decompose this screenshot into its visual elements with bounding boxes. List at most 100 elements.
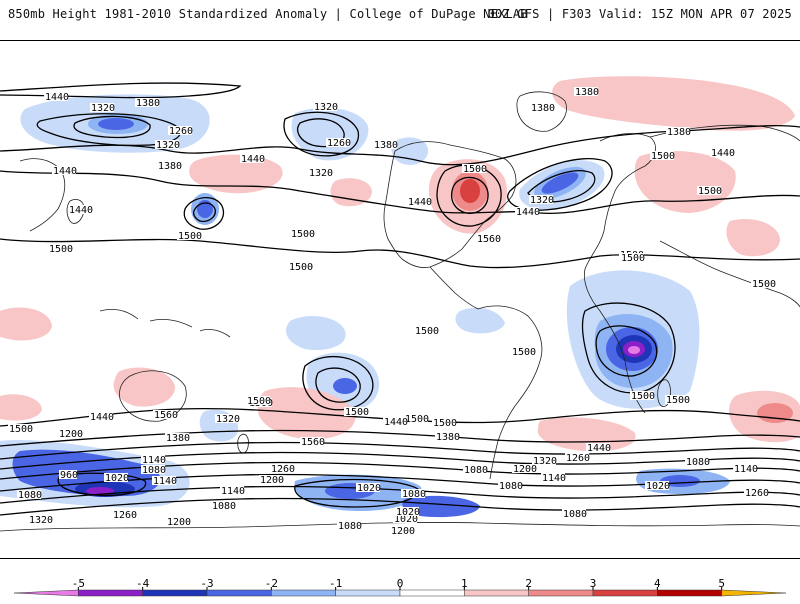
contour-label: 1320: [155, 140, 180, 151]
map-canvas: 1440 1320 1380 1260 1320 1320 1260 1380 …: [0, 41, 800, 558]
pos-anomaly-arctic: [552, 76, 795, 131]
svg-text:1440: 1440: [90, 412, 114, 423]
contour-label: 1500: [246, 396, 271, 407]
contour-label: 1500: [404, 414, 429, 425]
svg-text:1080: 1080: [402, 489, 426, 500]
svg-text:1320: 1320: [156, 140, 180, 151]
coast-japan: [66, 199, 85, 224]
contour-label: 1440: [710, 148, 735, 159]
svg-text:1500: 1500: [289, 262, 313, 273]
contour-label: 1200: [259, 475, 284, 486]
svg-text:1380: 1380: [531, 103, 555, 114]
coastlines: [0, 91, 800, 532]
contour-1440-safrica: [595, 325, 658, 377]
legend-swatch: [399, 589, 465, 597]
contour-label: 1080: [211, 501, 236, 512]
svg-text:1440: 1440: [384, 417, 408, 428]
legend-tick-label: 1: [461, 577, 468, 590]
svg-text:1380: 1380: [374, 140, 398, 151]
svg-text:1080: 1080: [464, 465, 488, 476]
contour-label: 1260: [168, 126, 193, 137]
contour-label: 1020: [356, 483, 381, 494]
svg-text:1500: 1500: [415, 326, 439, 337]
contour-1560-conus: [450, 176, 489, 214]
svg-text:1260: 1260: [566, 453, 590, 464]
coast-east-asia: [19, 158, 66, 232]
contour-label: 1440: [89, 412, 114, 423]
contour-label: 1380: [135, 98, 160, 109]
legend-swatch: [142, 589, 208, 597]
svg-text:1560: 1560: [477, 234, 501, 245]
contour-1500-safrica: [581, 302, 676, 394]
contour-label: 1140: [152, 476, 177, 487]
svg-text:1200: 1200: [260, 475, 284, 486]
contour-label: 1260: [744, 488, 769, 499]
contour-label: 1320: [215, 414, 240, 425]
contour-label: 1500: [665, 395, 690, 406]
contour-label: 1080: [337, 521, 362, 532]
contour-label: 1080: [141, 465, 166, 476]
contour-1260-north: [73, 115, 151, 139]
contour-labels: 1440 1320 1380 1260 1320 1320 1260 1380 …: [8, 87, 776, 537]
svg-text:1500: 1500: [49, 244, 73, 255]
contour-label: 1500: [620, 253, 645, 264]
svg-text:1080: 1080: [18, 490, 42, 501]
svg-text:1080: 1080: [212, 501, 236, 512]
map-panel: 1440 1320 1380 1260 1320 1320 1260 1380 …: [0, 40, 800, 559]
svg-text:1020: 1020: [105, 473, 129, 484]
contour-label: 1500: [288, 262, 313, 273]
neg-anomaly-aleutian-core2: [98, 118, 134, 130]
legend-swatch: [464, 589, 529, 597]
contour-label: 1020: [645, 481, 670, 492]
svg-text:1500: 1500: [345, 407, 369, 418]
contour-label: 1380: [666, 127, 691, 138]
contour-label: 1380: [373, 140, 398, 151]
legend-swatch: [528, 589, 594, 597]
contour-1440-spac: [315, 367, 361, 403]
contour-label: 1500: [344, 407, 369, 418]
legend-tick-label: -3: [200, 577, 214, 590]
legend-tick-label: -2: [264, 577, 278, 590]
svg-text:1500: 1500: [621, 253, 645, 264]
legend-swatch: [78, 589, 143, 597]
coast-central-america: [429, 266, 479, 310]
legend-swatch: [13, 589, 79, 597]
contour-label: 1260: [270, 464, 295, 475]
svg-text:1500: 1500: [651, 151, 675, 162]
contour-1500-dpac: [183, 197, 225, 230]
legend-bar: [13, 587, 787, 597]
contour-label: 1500: [290, 229, 315, 240]
contour-label: 1080: [17, 490, 42, 501]
contour-label: 1380: [574, 87, 599, 98]
coast-antarctica: [0, 522, 800, 532]
contour-label: 1500: [751, 279, 776, 290]
svg-text:1260: 1260: [327, 138, 351, 149]
contour-label: 1500: [630, 391, 655, 402]
contour-label: 1200: [166, 517, 191, 528]
svg-text:1320: 1320: [29, 515, 53, 526]
contour-label: 1500: [511, 347, 536, 358]
contour-label: 1560: [153, 410, 178, 421]
contour-label: 1080: [498, 481, 523, 492]
contour-label: 1380: [435, 432, 460, 443]
svg-text:1500: 1500: [178, 231, 202, 242]
svg-text:1020: 1020: [646, 481, 670, 492]
neg-anomaly-sw-pac-4: [86, 487, 114, 495]
svg-text:1080: 1080: [338, 521, 362, 532]
coast-europe-africa: [583, 133, 656, 414]
contour-label: 1080: [401, 489, 426, 500]
contour-label: 1560: [476, 234, 501, 245]
svg-text:1500: 1500: [666, 395, 690, 406]
contour-label: 1140: [220, 486, 245, 497]
map-title: 850mb Height 1981-2010 Standardized Anom…: [8, 7, 528, 21]
contour-1440-north: [0, 170, 800, 215]
legend-tick-label: 2: [525, 577, 532, 590]
svg-text:1080: 1080: [499, 481, 523, 492]
contour-label: 1080: [562, 509, 587, 520]
contour-label: 1380: [157, 161, 182, 172]
svg-text:1440: 1440: [69, 205, 93, 216]
contour-label: 1440: [68, 205, 93, 216]
contour-label: 1020: [393, 514, 418, 525]
contour-label: 1440: [515, 207, 540, 218]
legend-tick-label: -4: [136, 577, 150, 590]
